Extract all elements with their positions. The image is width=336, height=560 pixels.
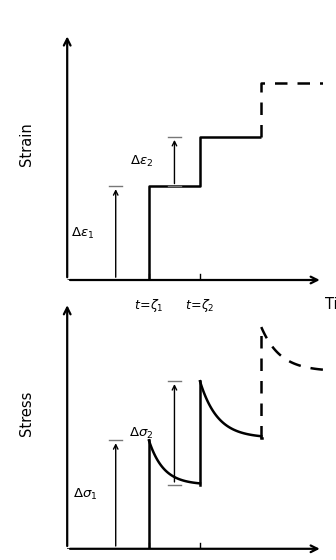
Text: $\Delta\sigma_2$: $\Delta\sigma_2$ bbox=[129, 426, 154, 441]
Text: Ti: Ti bbox=[325, 297, 336, 312]
Text: $\Delta\sigma_1$: $\Delta\sigma_1$ bbox=[73, 487, 97, 502]
Text: $\Delta\varepsilon_2$: $\Delta\varepsilon_2$ bbox=[130, 154, 153, 169]
Text: $t\!=\!\zeta_2$: $t\!=\!\zeta_2$ bbox=[185, 297, 215, 314]
Text: $t\!=\!\zeta_1$: $t\!=\!\zeta_1$ bbox=[134, 297, 164, 314]
Text: Strain: Strain bbox=[19, 123, 34, 166]
Text: $\Delta\varepsilon_1$: $\Delta\varepsilon_1$ bbox=[71, 226, 94, 241]
Text: Stress: Stress bbox=[19, 390, 34, 436]
